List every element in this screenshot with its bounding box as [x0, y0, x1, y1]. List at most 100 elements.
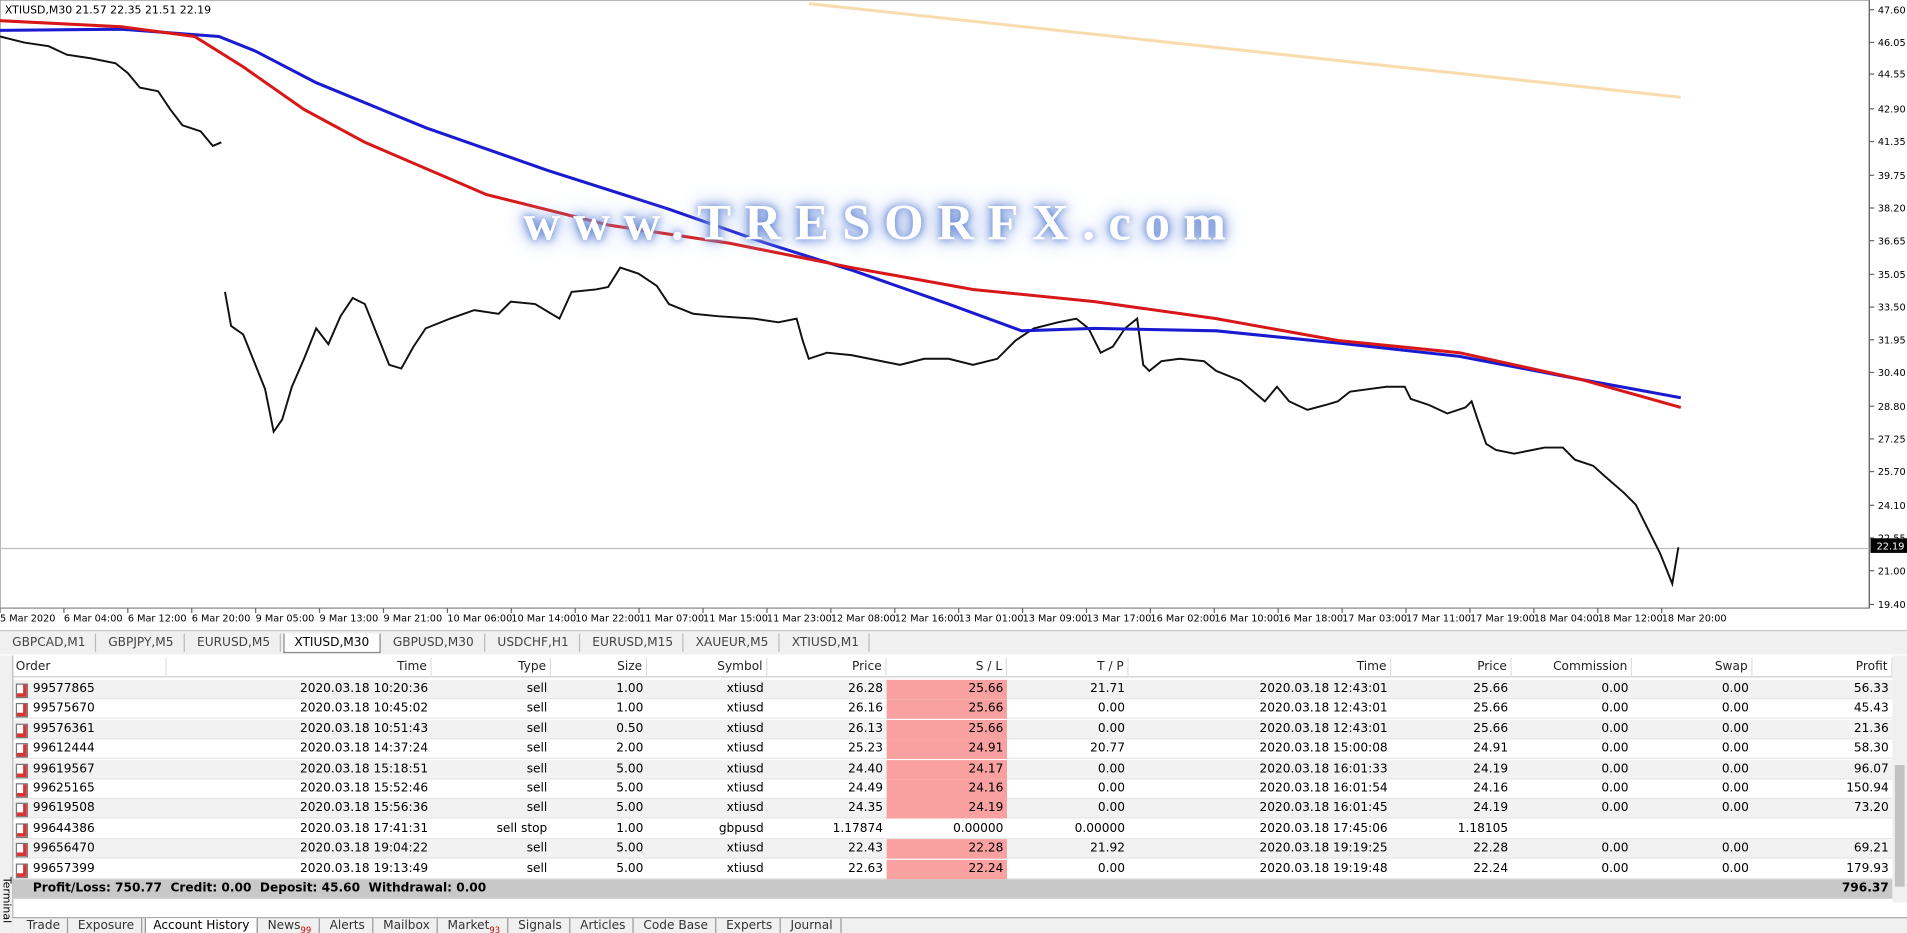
time-label: 10 Mar 06:00	[447, 613, 512, 624]
column-header[interactable]: Price	[1391, 657, 1512, 678]
scroll-thumb[interactable]	[1894, 764, 1905, 887]
table-cell: 1.18105	[1457, 821, 1509, 836]
tab-label: Exposure	[77, 919, 135, 933]
tab-label: Experts	[726, 919, 773, 933]
table-cell: sell stop	[496, 821, 548, 836]
table-cell: 24.19	[1473, 801, 1509, 816]
table-cell: xtiusd	[726, 682, 764, 696]
column-header[interactable]: Type	[431, 657, 551, 678]
table-cell: 2020.03.18 19:19:48	[1259, 861, 1388, 876]
table-cell: 1.00	[616, 682, 644, 696]
tab-label: Alerts	[329, 919, 365, 933]
symbol-tab[interactable]: EURUSD,M5	[187, 633, 282, 652]
table-cell: xtiusd	[726, 861, 764, 876]
terminal-tab[interactable]: Alerts	[322, 918, 374, 933]
symbol-tab[interactable]: XTIUSD,M1	[782, 633, 870, 652]
table-cell: 24.16	[886, 779, 1008, 800]
scrollbar[interactable]	[1892, 655, 1907, 903]
column-header[interactable]: Size	[550, 657, 648, 678]
column-header[interactable]: Order	[12, 657, 167, 678]
table-cell: gbpusd	[718, 821, 764, 836]
table-cell: 2020.03.18 19:13:49	[299, 861, 429, 876]
column-header[interactable]: Time	[1128, 657, 1392, 678]
tab-label: Mailbox	[383, 919, 430, 933]
table-cell: 99619508	[32, 801, 95, 816]
order-icon	[15, 863, 28, 878]
symbol-tab[interactable]: EURUSD,M15	[583, 633, 685, 652]
tab-label: Trade	[26, 919, 61, 933]
table-cell: 0.00	[1097, 861, 1125, 876]
table-cell: 22.24	[1473, 861, 1509, 876]
time-label: 13 Mar 09:00	[1023, 613, 1088, 624]
terminal-tab[interactable]: Code Base	[636, 918, 717, 933]
terminal-tab[interactable]: News99	[260, 918, 320, 933]
table-cell: 25.66	[1473, 702, 1509, 716]
price-label: 38.20	[1878, 204, 1906, 215]
order-icon	[15, 763, 28, 778]
column-header[interactable]: S / L	[886, 657, 1008, 678]
symbol-tab[interactable]: GBPUSD,M30	[383, 633, 485, 652]
tab-label: Market	[447, 919, 490, 933]
terminal-tab[interactable]: Exposure	[71, 918, 143, 933]
symbol-tab[interactable]: GBPJPY,M5	[99, 633, 185, 652]
terminal-tab[interactable]: Experts	[719, 918, 781, 933]
table-cell: 56.33	[1853, 682, 1889, 696]
table-cell: 25.66	[886, 719, 1008, 740]
table-cell: 2020.03.18 16:01:33	[1259, 762, 1388, 776]
time-label: 9 Mar 21:00	[383, 613, 442, 624]
tab-label: Journal	[790, 919, 833, 933]
table-cell: 24.40	[848, 762, 883, 776]
terminal-tab[interactable]: Trade	[19, 918, 69, 933]
table-cell: 22.28	[1473, 841, 1509, 856]
price-label: 35.05	[1878, 270, 1906, 281]
chart-symbol: XTIUSD,M30	[5, 3, 72, 16]
table-cell: 24.49	[848, 782, 883, 796]
table-cell: xtiusd	[726, 782, 764, 796]
symbol-tab[interactable]: GBPCAD,M1	[2, 633, 97, 652]
column-header[interactable]: T / P	[1007, 657, 1129, 678]
column-header[interactable]: Time	[166, 657, 432, 678]
table-cell: 69.21	[1853, 841, 1889, 856]
terminal-tab[interactable]: Market93	[440, 918, 509, 933]
price-label: 39.75	[1878, 171, 1906, 182]
table-cell: 26.16	[848, 702, 883, 716]
table-cell: 2020.03.18 12:43:01	[1259, 682, 1388, 696]
column-header[interactable]: Symbol	[647, 657, 768, 678]
column-header[interactable]: Profit	[1752, 657, 1893, 678]
table-cell: 0.00	[1721, 742, 1749, 756]
table-cell: xtiusd	[726, 702, 764, 716]
terminal-tab[interactable]: Mailbox	[376, 918, 439, 933]
column-header[interactable]: Swap	[1632, 657, 1753, 678]
table-cell: 0.00	[1097, 702, 1125, 716]
table-cell: 5.00	[616, 801, 644, 816]
table-cell: 99577865	[32, 682, 95, 696]
table-cell: 0.00	[1721, 762, 1749, 776]
column-header[interactable]: Price	[767, 657, 887, 678]
chart-ohlc: 21.57 22.35 21.51 22.19	[75, 3, 211, 16]
table-cell: 0.00	[1601, 742, 1629, 756]
symbol-tab[interactable]: XAUEUR,M5	[686, 633, 780, 652]
column-header[interactable]: Commission	[1511, 657, 1633, 678]
symbol-tab[interactable]: USDCHF,H1	[488, 633, 580, 652]
table-cell: sell	[526, 702, 548, 716]
table-cell: 58.30	[1853, 742, 1889, 756]
terminal-tab[interactable]: Account History	[144, 918, 259, 933]
table-cell: 25.23	[848, 742, 883, 756]
time-label: 6 Mar 04:00	[64, 613, 123, 624]
table-cell: xtiusd	[726, 841, 764, 856]
terminal-tabs: Trade Exposure Account History News99 Alerts…	[12, 917, 1907, 933]
terminal-tab[interactable]: Signals	[511, 918, 571, 933]
table-row[interactable]	[12, 819, 1893, 839]
price-label: 42.90	[1878, 104, 1906, 115]
table-cell: 0.00	[1601, 762, 1629, 776]
symbol-tab[interactable]: XTIUSD,M30	[283, 633, 381, 654]
table-cell: xtiusd	[726, 722, 764, 736]
summary-row	[12, 879, 1893, 899]
time-label: 18 Mar 12:00	[1598, 613, 1663, 624]
terminal-tab[interactable]: Journal	[783, 918, 842, 933]
table-cell: 2020.03.18 15:56:36	[299, 801, 429, 816]
terminal-tab[interactable]: Articles	[573, 918, 635, 933]
summary-text: Profit/Loss: 750.77 Credit: 0.00 Deposit…	[32, 881, 487, 896]
table-cell: 24.17	[886, 759, 1008, 780]
